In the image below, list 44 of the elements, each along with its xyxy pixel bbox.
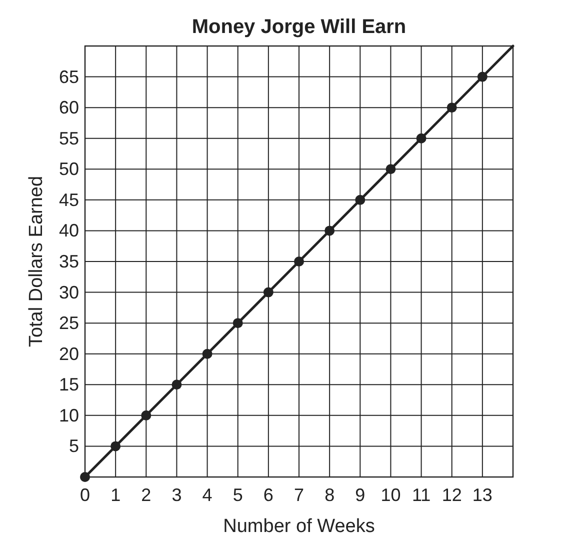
y-tick-label: 50 [58, 159, 79, 180]
x-tick-label: 6 [263, 485, 274, 505]
chart-title: Money Jorge Will Earn [192, 16, 406, 38]
x-tick-label: 13 [472, 485, 492, 505]
point [263, 287, 274, 298]
x-tick-label: 4 [202, 485, 212, 505]
y-tick-label: 35 [58, 252, 79, 272]
x-tick-label: 7 [294, 485, 304, 505]
point [80, 472, 90, 482]
y-tick-label: 30 [58, 282, 79, 302]
x-tick-label: 10 [380, 485, 401, 505]
y-tick-label: 15 [58, 374, 79, 395]
y-tick-label: 55 [58, 128, 79, 148]
x-tick-label: 12 [442, 485, 462, 505]
x-tick-label: 2 [141, 485, 152, 505]
point [141, 410, 152, 420]
point [110, 441, 121, 452]
y-tick-label: 60 [58, 98, 79, 118]
x-tick-label: 9 [355, 485, 366, 505]
x-axis-title: Number of Weeks [223, 516, 375, 537]
y-tick-label: 10 [58, 405, 79, 426]
point [386, 164, 396, 174]
point [355, 194, 366, 205]
x-tick-label: 11 [412, 485, 431, 505]
point [232, 318, 243, 328]
y-tick-label: 20 [58, 344, 79, 364]
point [324, 226, 335, 236]
point [416, 133, 426, 144]
y-tick-label: 25 [58, 313, 79, 334]
x-tick-label: 8 [324, 485, 335, 505]
point [294, 256, 304, 266]
y-tick-label: 40 [58, 220, 79, 241]
x-tick-label: 0 [80, 485, 90, 505]
y-tick-label: 5 [68, 436, 79, 456]
y-tick-label: 45 [58, 190, 79, 210]
y-tick-label: 65 [58, 66, 79, 87]
point [446, 102, 457, 113]
point [477, 72, 488, 82]
point [172, 380, 182, 390]
x-tick-label: 5 [232, 485, 243, 505]
point [202, 348, 212, 359]
x-tick-label: 1 [110, 485, 121, 505]
y-axis-title: Total Dollars Earned [26, 176, 47, 348]
x-tick-label: 3 [172, 485, 182, 505]
